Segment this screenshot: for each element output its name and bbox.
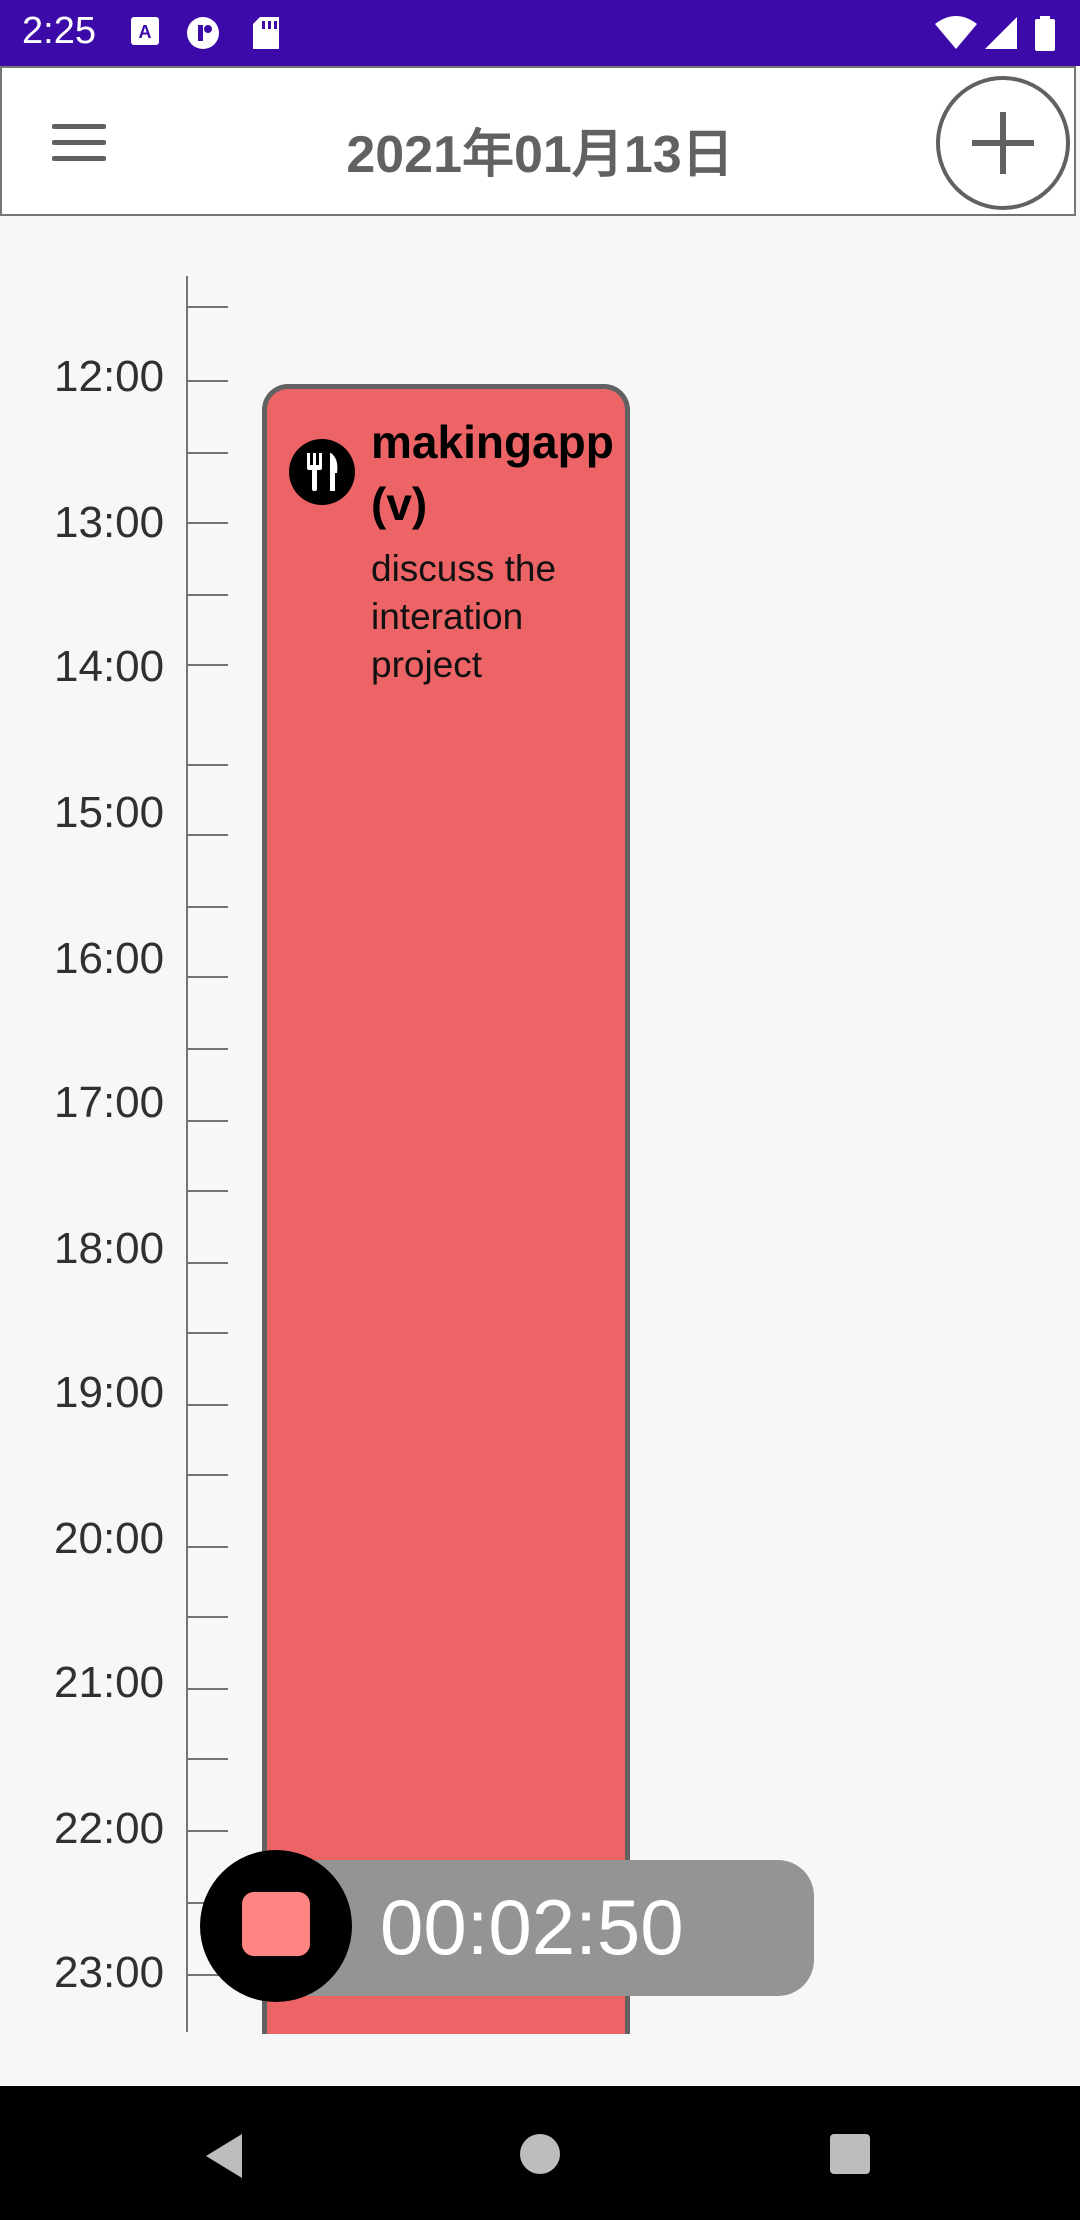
hour-label: 20:00 (54, 1514, 165, 1563)
half-hour-tick (188, 764, 228, 766)
hour-label: 17:00 (54, 1078, 165, 1127)
hour-label: 22:00 (54, 1804, 165, 1853)
half-hour-tick (188, 1758, 228, 1760)
stop-icon (242, 1892, 310, 1956)
restaurant-icon (289, 439, 355, 505)
event-title: makingapp(v) (371, 416, 614, 530)
half-hour-tick (188, 1616, 228, 1618)
record-icon (187, 17, 219, 49)
half-hour-tick (188, 1474, 228, 1476)
half-hour-tick (188, 306, 228, 308)
half-hour-tick (188, 1332, 228, 1334)
home-icon[interactable] (520, 2134, 560, 2174)
event-card[interactable]: makingapp(v) discuss the interation proj… (262, 384, 630, 2034)
timer-elapsed: 00:02:50 (380, 1883, 684, 1971)
hour-tick (188, 976, 228, 978)
hour-label: 14:00 (54, 642, 165, 691)
hour-label: 13:00 (54, 498, 165, 547)
hour-tick (188, 1120, 228, 1122)
event-description: discuss the interation project (371, 548, 557, 685)
status-bar: 2:25 A (0, 0, 1080, 66)
hour-tick (188, 1546, 228, 1548)
hour-label: 21:00 (54, 1658, 165, 1707)
hour-tick (188, 1974, 228, 1976)
hour-tick (188, 1262, 228, 1264)
half-hour-tick (188, 1048, 228, 1050)
hour-tick (188, 380, 228, 382)
hour-tick (188, 664, 228, 666)
battery-icon (1035, 16, 1055, 51)
hour-tick (188, 1404, 228, 1406)
svg-text:A: A (139, 22, 152, 42)
hour-label: 12:00 (54, 352, 165, 401)
a11y-icon: A (131, 17, 159, 45)
hour-label: 19:00 (54, 1368, 165, 1417)
status-time: 2:25 (22, 10, 96, 52)
timeline[interactable]: 12:00 13:00 14:00 15:00 16:00 17:00 18:0… (0, 216, 1080, 2086)
recents-icon[interactable] (830, 2134, 870, 2174)
hour-label: 18:00 (54, 1224, 165, 1273)
hour-tick (188, 522, 228, 524)
hour-label: 23:00 (54, 1948, 165, 1997)
add-event-button[interactable] (936, 76, 1070, 210)
signal-icon (985, 17, 1017, 49)
half-hour-tick (188, 594, 228, 596)
hour-label: 16:00 (54, 934, 165, 983)
timer-panel: 00:02:50 (250, 1860, 814, 1996)
hamburger-icon[interactable] (52, 124, 106, 162)
timeline-axis (186, 276, 188, 2032)
app-bar: 2021年01月13日 (0, 66, 1076, 216)
half-hour-tick (188, 906, 228, 908)
hour-tick (188, 1688, 228, 1690)
page-title: 2021年01月13日 (346, 126, 734, 184)
hour-tick (188, 834, 228, 836)
half-hour-tick (188, 1190, 228, 1192)
half-hour-tick (188, 452, 228, 454)
wifi-icon (935, 16, 977, 49)
system-nav-bar (0, 2086, 1080, 2220)
back-icon[interactable] (206, 2134, 242, 2178)
hour-label: 15:00 (54, 788, 165, 837)
hour-tick (188, 1830, 228, 1832)
stop-timer-button[interactable] (200, 1850, 352, 2002)
sd-card-icon (253, 17, 279, 49)
